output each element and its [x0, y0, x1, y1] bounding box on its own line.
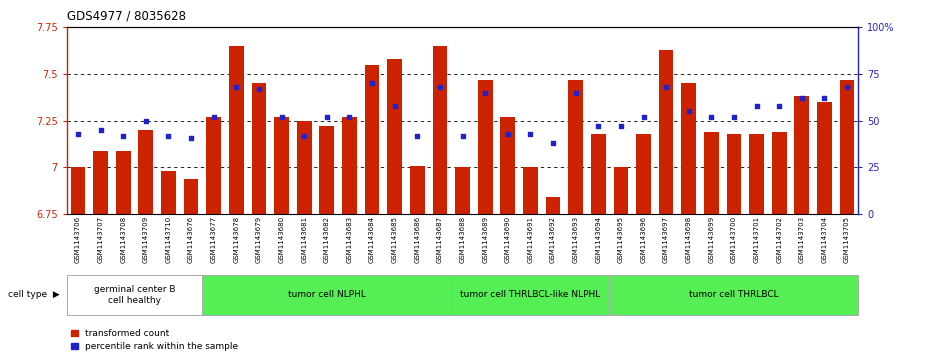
Bar	[614, 167, 628, 214]
Bar	[139, 130, 153, 214]
Point	[410, 133, 425, 139]
Point	[455, 133, 469, 139]
Point	[658, 84, 673, 90]
Text: tumor cell NLPHL: tumor cell NLPHL	[288, 290, 366, 299]
Text: tumor cell THRLBCL-like NLPHL: tumor cell THRLBCL-like NLPHL	[460, 290, 601, 299]
Bar	[569, 79, 583, 214]
Bar	[636, 134, 651, 214]
Point	[161, 133, 176, 139]
Bar	[591, 134, 606, 214]
Bar	[478, 79, 493, 214]
Point	[840, 84, 855, 90]
Point	[727, 114, 742, 120]
Bar	[749, 134, 764, 214]
FancyBboxPatch shape	[67, 274, 203, 315]
Bar	[704, 132, 719, 214]
Point	[206, 114, 221, 120]
Text: cell type  ▶: cell type ▶	[8, 290, 60, 299]
Text: GDS4977 / 8035628: GDS4977 / 8035628	[67, 9, 186, 22]
Point	[342, 114, 357, 120]
Bar	[297, 121, 311, 214]
Bar	[795, 97, 809, 214]
Point	[613, 123, 628, 129]
Bar	[545, 197, 560, 214]
Point	[545, 140, 560, 146]
Point	[274, 114, 289, 120]
Bar	[456, 167, 469, 214]
Bar	[817, 102, 832, 214]
Point	[749, 103, 764, 109]
Bar	[161, 171, 176, 214]
Bar	[94, 151, 108, 214]
Point	[523, 131, 538, 137]
Point	[432, 84, 447, 90]
Point	[319, 114, 334, 120]
Bar	[727, 134, 742, 214]
Point	[682, 109, 696, 114]
Bar	[319, 126, 334, 214]
Bar	[432, 46, 447, 214]
Bar	[410, 166, 425, 214]
FancyBboxPatch shape	[451, 274, 609, 315]
Bar	[183, 179, 198, 214]
Point	[183, 135, 198, 140]
Point	[795, 95, 809, 101]
Point	[500, 131, 515, 137]
Bar	[500, 117, 515, 214]
Bar	[365, 65, 380, 214]
Point	[70, 131, 85, 137]
Point	[772, 103, 787, 109]
Point	[296, 133, 311, 139]
FancyBboxPatch shape	[203, 274, 451, 315]
Point	[704, 114, 719, 120]
Bar	[229, 46, 244, 214]
Point	[94, 127, 108, 133]
Bar	[682, 83, 696, 214]
Point	[116, 133, 131, 139]
Bar	[70, 167, 85, 214]
Bar	[342, 117, 357, 214]
Bar	[772, 132, 786, 214]
Point	[365, 80, 380, 86]
Bar	[523, 167, 538, 214]
Text: tumor cell THRLBCL: tumor cell THRLBCL	[689, 290, 779, 299]
Point	[569, 90, 583, 95]
Bar	[274, 117, 289, 214]
Point	[636, 114, 651, 120]
Bar	[116, 151, 131, 214]
Point	[138, 118, 153, 123]
Legend: transformed count, percentile rank within the sample: transformed count, percentile rank withi…	[71, 329, 238, 351]
Text: germinal center B
cell healthy: germinal center B cell healthy	[94, 285, 175, 305]
Bar	[387, 59, 402, 214]
Point	[387, 103, 402, 109]
Point	[252, 86, 267, 92]
Bar	[206, 117, 221, 214]
Bar	[840, 79, 855, 214]
Point	[591, 123, 606, 129]
Point	[229, 84, 244, 90]
Point	[817, 95, 832, 101]
FancyBboxPatch shape	[609, 274, 858, 315]
Point	[478, 90, 493, 95]
Bar	[658, 50, 673, 214]
Bar	[252, 83, 267, 214]
